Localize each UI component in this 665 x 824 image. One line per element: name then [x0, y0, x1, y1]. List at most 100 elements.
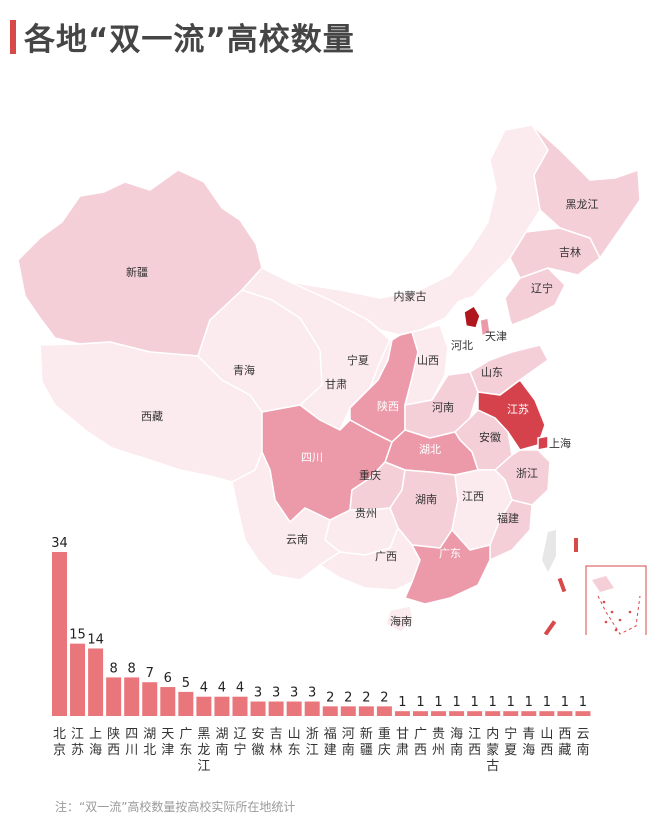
- map-label-陕西: 陕西: [377, 399, 399, 413]
- bar-value-label: 4: [218, 681, 226, 696]
- bar-黑龙江: [196, 696, 212, 716]
- bar-value-label: 5: [182, 676, 190, 691]
- bar-江苏: [70, 643, 86, 716]
- boundary-dash: [557, 577, 567, 593]
- bar-category-label: 江西: [468, 727, 481, 758]
- map-label-宁夏: 宁夏: [347, 353, 369, 367]
- bar-新疆: [358, 706, 374, 716]
- south-china-sea-inset: [585, 565, 647, 635]
- bar-value-label: 2: [326, 690, 334, 705]
- region-辽宁: [504, 267, 566, 326]
- bar-青海: [521, 711, 537, 716]
- map-label-天津: 天津: [485, 330, 507, 343]
- map-label-青海: 青海: [233, 363, 255, 377]
- bar-category-label: 甘肃: [396, 727, 409, 758]
- bar-category-label: 广东: [179, 727, 192, 758]
- bar-甘肃: [394, 711, 410, 716]
- bar-category-label: 新疆: [360, 726, 373, 758]
- title-accent-bar: [10, 20, 16, 54]
- region-黑龙江: [531, 124, 641, 259]
- bar-value-label: 14: [87, 632, 104, 647]
- map-label-江西: 江西: [462, 490, 484, 503]
- bar-value-label: 8: [128, 661, 136, 676]
- map-label-河北: 河北: [451, 339, 473, 352]
- boundary-dash: [574, 538, 578, 552]
- region-海南: [385, 605, 415, 633]
- page-title: 各地“双一流”高校数量: [24, 22, 355, 58]
- region-广东: [404, 529, 491, 605]
- bar-value-label: 3: [272, 686, 280, 701]
- bar-value-label: 6: [164, 671, 172, 686]
- region-上海: [537, 435, 549, 451]
- map-label-福建: 福建: [497, 511, 519, 525]
- bar-value-label: 3: [290, 686, 298, 701]
- region-河北: [439, 293, 511, 376]
- bar-category-label: 安徽: [252, 727, 265, 758]
- bar-category-label: 福建: [324, 727, 337, 758]
- bar-北京: [52, 552, 67, 716]
- map-label-四川: 四川: [301, 451, 323, 464]
- map-label-海南: 海南: [390, 614, 412, 628]
- map-label-江苏: 江苏: [507, 403, 529, 416]
- map-label-辽宁: 辽宁: [531, 281, 553, 295]
- bar-云南: [575, 711, 591, 716]
- south-china-sea-dashes: [543, 538, 578, 635]
- bar-chart: 34 北京 15 江苏 14 上海 8 陕西 8 四川 7 湖北 6 天津 5 广东 4 黑龙江 4 湖南 4 辽宁 3 安徽…: [51, 536, 591, 774]
- region-天津: [479, 317, 491, 337]
- bar-category-label: 陕西: [107, 727, 120, 758]
- bar-上海: [88, 648, 104, 716]
- bar-value-label: 1: [434, 695, 442, 710]
- map-label-浙江: 浙江: [516, 467, 538, 480]
- bar-河南: [340, 706, 356, 716]
- bar-西藏: [557, 711, 573, 716]
- bar-value-label: 1: [543, 695, 551, 710]
- map-label-北京: 北京: [461, 295, 483, 309]
- bar-value-label: 1: [489, 695, 497, 710]
- bar-category-label: 山西: [540, 727, 553, 758]
- bar-宁夏: [503, 711, 519, 716]
- bar-value-label: 1: [579, 695, 587, 710]
- bar-四川: [124, 677, 140, 716]
- bar-山西: [539, 711, 555, 716]
- map-label-贵州: 贵州: [355, 507, 377, 520]
- bar-category-label: 上海: [89, 727, 102, 758]
- bar-value-label: 1: [525, 695, 533, 710]
- bar-category-label: 广西: [414, 727, 427, 758]
- bar-value-label: 4: [200, 681, 208, 696]
- bar-辽宁: [232, 696, 248, 716]
- bar-湖北: [142, 682, 158, 716]
- bar-category-label: 山东: [288, 727, 301, 758]
- map-label-山东: 山东: [481, 366, 503, 379]
- bar-value-label: 1: [471, 695, 479, 710]
- map-label-山西: 山西: [417, 354, 439, 367]
- bar-贵州: [431, 711, 447, 716]
- bar-category-label: 湖北: [143, 727, 156, 758]
- map-label-西藏: 西藏: [141, 410, 163, 423]
- bar-安徽: [250, 701, 266, 716]
- bar-山东: [286, 701, 302, 716]
- bar-浙江: [304, 701, 320, 716]
- bar-category-label: 西藏: [558, 727, 571, 758]
- bar-value-label: 1: [398, 695, 406, 710]
- bar-category-label: 河南: [342, 727, 355, 758]
- bar-value-label: 3: [254, 686, 262, 701]
- region-福建: [489, 499, 533, 561]
- bar-category-label: 天津: [161, 727, 174, 758]
- bar-湖南: [214, 696, 230, 716]
- bar-value-label: 2: [380, 690, 388, 705]
- map-label-黑龙江: 黑龙江: [566, 198, 599, 211]
- map-label-广西: 广西: [375, 550, 397, 563]
- boundary-dash: [543, 620, 557, 635]
- map-label-上海: 上海: [549, 436, 571, 450]
- bar-重庆: [376, 706, 392, 716]
- bar-value-label: 1: [416, 695, 424, 710]
- region-云南: [231, 451, 341, 581]
- bar-value-label: 3: [308, 686, 316, 701]
- bar-category-label: 云南: [576, 727, 589, 758]
- bar-category-label: 湖南: [215, 727, 228, 758]
- bar-value-label: 1: [507, 695, 515, 710]
- map-label-吉林: 吉林: [559, 245, 581, 259]
- map-label-湖北: 湖北: [419, 443, 441, 456]
- bar-category-label: 青海: [522, 727, 535, 758]
